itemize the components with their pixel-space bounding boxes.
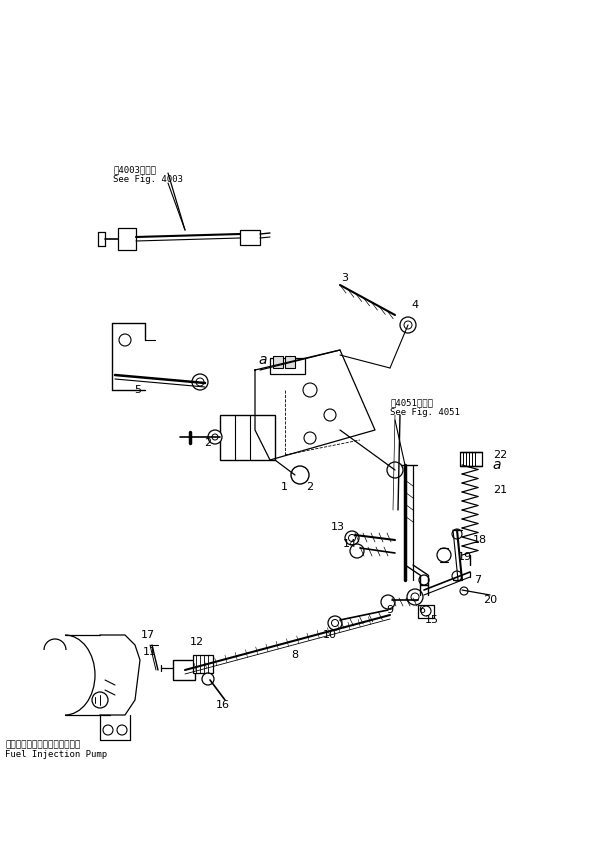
Circle shape [92,692,108,708]
Text: 13: 13 [331,522,345,532]
Circle shape [303,383,317,397]
Bar [460,452,482,466]
Circle shape [117,725,127,735]
Text: 3: 3 [342,273,348,283]
Bar [173,660,195,680]
Bar [418,605,434,618]
Circle shape [291,466,309,484]
Circle shape [324,409,336,421]
Text: 21: 21 [493,485,507,495]
Text: 12: 12 [190,637,204,647]
Circle shape [212,434,218,440]
Circle shape [202,673,214,685]
Circle shape [387,462,403,478]
Text: 5: 5 [135,385,141,395]
Circle shape [421,606,431,616]
Circle shape [452,571,462,581]
Bar [193,655,213,673]
Text: 1: 1 [281,482,287,492]
Circle shape [404,321,412,329]
Text: a: a [259,353,267,367]
Bar [118,228,136,250]
Circle shape [350,544,364,558]
Circle shape [452,529,462,539]
Bar [285,356,295,368]
Circle shape [328,616,342,630]
Circle shape [103,725,113,735]
Text: 8: 8 [292,650,298,660]
Text: 18: 18 [473,535,487,545]
Circle shape [331,619,339,626]
Text: 9: 9 [387,605,393,615]
Circle shape [196,378,204,386]
Circle shape [345,531,359,545]
Text: 第4051図参照
See Fig. 4051: 第4051図参照 See Fig. 4051 [390,398,460,418]
Circle shape [419,575,429,585]
Text: 20: 20 [483,595,497,605]
Bar [220,415,275,460]
Text: 16: 16 [216,700,230,710]
Text: 15: 15 [425,615,439,625]
Circle shape [192,374,208,390]
Circle shape [119,334,131,346]
Text: フェルインジェクションポンプ
Fuel Injection Pump: フェルインジェクションポンプ Fuel Injection Pump [5,740,107,759]
Text: 7: 7 [474,575,482,585]
Text: 10: 10 [323,630,337,640]
Bar [240,230,260,245]
Text: 2: 2 [205,438,211,448]
Text: 22: 22 [493,450,507,460]
Text: 11: 11 [143,647,157,657]
Text: 4: 4 [412,300,418,310]
Circle shape [437,548,451,562]
Text: 2: 2 [306,482,314,492]
Text: 19: 19 [458,552,472,562]
Text: 第4003図参照
See Fig. 4003: 第4003図参照 See Fig. 4003 [113,165,183,184]
Text: 6: 6 [418,605,426,615]
Bar [273,356,283,368]
Circle shape [407,589,423,605]
Circle shape [400,317,416,333]
Circle shape [304,432,316,444]
Circle shape [381,595,395,609]
Circle shape [411,593,419,601]
Circle shape [348,535,356,541]
Text: 14: 14 [343,539,357,549]
Text: a: a [493,458,501,472]
Bar [270,358,305,374]
Circle shape [208,430,222,444]
Text: 17: 17 [141,630,155,640]
Circle shape [460,587,468,595]
